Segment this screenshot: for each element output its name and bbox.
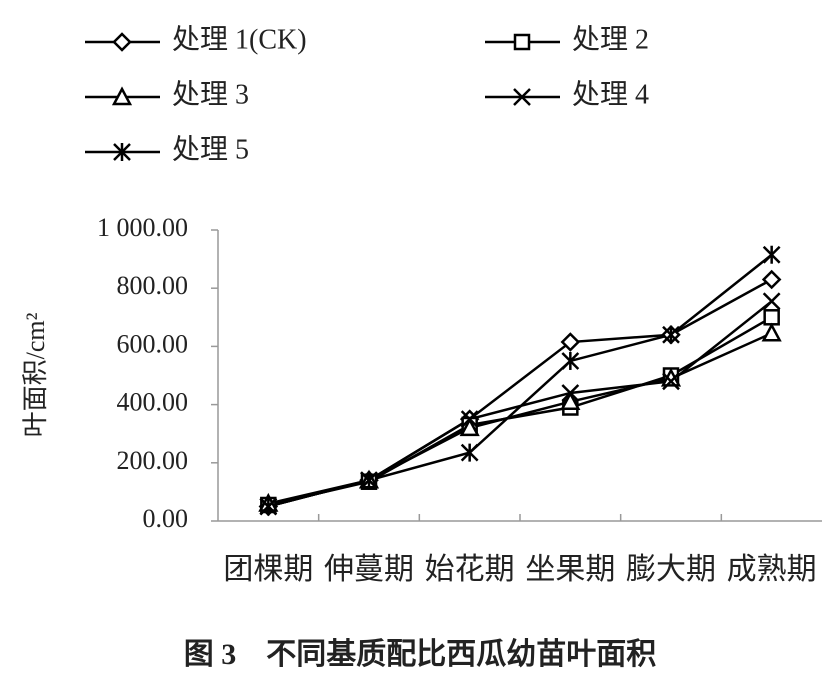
series-line xyxy=(268,300,773,508)
marker xyxy=(761,322,782,342)
legend-label: 处理 4 xyxy=(572,78,649,110)
marker xyxy=(360,471,378,490)
x-tick-label: 坐果期 xyxy=(525,553,615,586)
marker-part xyxy=(513,33,531,51)
marker xyxy=(763,309,780,326)
marker xyxy=(113,143,131,161)
x-tick-label: 伸蔓期 xyxy=(324,553,414,586)
marker xyxy=(560,391,581,410)
y-tick-label: 800.00 xyxy=(117,271,189,300)
chart-title: 图 3 不同基质配比西瓜幼苗叶面积 xyxy=(184,638,657,671)
marker-part xyxy=(763,309,780,326)
y-tick-label: 1 000.00 xyxy=(97,213,188,242)
y-axis-title: 叶面积/cm² xyxy=(21,312,50,437)
series-line xyxy=(268,253,773,508)
marker-part xyxy=(459,417,480,437)
marker xyxy=(561,384,580,402)
marker-part xyxy=(762,292,781,311)
series-line xyxy=(268,332,773,505)
marker-part xyxy=(513,88,531,106)
legend-label: 处理 1(CK) xyxy=(172,23,307,55)
marker-part xyxy=(662,372,680,391)
y-tick-label: 400.00 xyxy=(117,388,189,417)
marker xyxy=(259,497,278,516)
x-tick-label: 成熟期 xyxy=(727,553,817,586)
marker-part xyxy=(761,269,782,290)
y-tick-label: 0.00 xyxy=(143,504,189,533)
marker-part xyxy=(111,86,133,106)
marker xyxy=(111,86,133,106)
marker xyxy=(762,245,781,264)
series-line xyxy=(268,316,773,507)
y-tick-label: 600.00 xyxy=(117,329,189,358)
marker xyxy=(460,443,479,462)
marker xyxy=(513,33,531,51)
marker-part xyxy=(560,332,581,352)
marker xyxy=(513,88,531,106)
marker-part xyxy=(561,384,580,402)
x-tick-label: 团棵期 xyxy=(223,553,313,586)
marker xyxy=(761,269,782,290)
marker xyxy=(561,351,580,370)
marker xyxy=(459,417,480,437)
marker xyxy=(662,325,680,344)
marker-part xyxy=(460,410,479,429)
legend-label: 处理 5 xyxy=(172,133,249,165)
marker-part xyxy=(560,391,581,410)
legend-label: 处理 3 xyxy=(172,78,249,110)
marker-part xyxy=(112,32,132,52)
x-tick-label: 始花期 xyxy=(425,553,515,586)
x-tick-label: 膨大期 xyxy=(626,553,716,586)
marker-part xyxy=(761,322,782,342)
marker xyxy=(560,332,581,352)
y-tick-label: 200.00 xyxy=(117,446,189,475)
legend-label: 处理 2 xyxy=(572,23,649,55)
marker xyxy=(460,410,479,429)
marker xyxy=(112,32,132,52)
marker xyxy=(662,372,680,391)
marker xyxy=(762,292,781,311)
